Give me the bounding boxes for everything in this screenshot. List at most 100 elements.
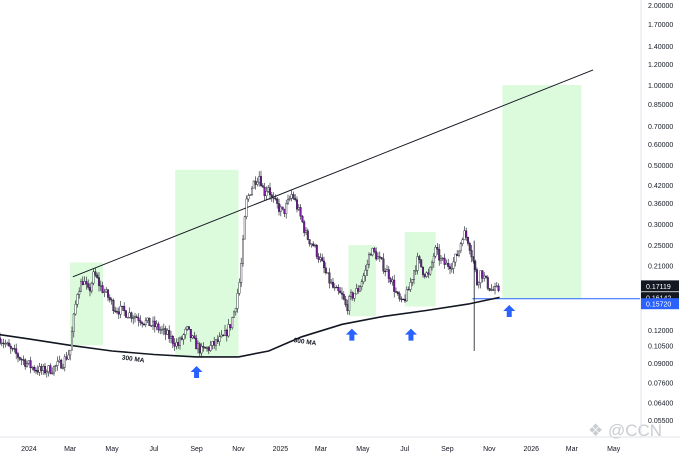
y-tick-label: 0.25000 [648,243,673,250]
candle-up [366,264,369,271]
candle-up [355,288,358,295]
candle-up [69,349,72,356]
candle-up [119,305,122,315]
candle-down [157,323,160,331]
candle-down [324,267,327,273]
candle-down [306,230,309,240]
candle-up [144,320,147,325]
candle-up [214,339,217,346]
candle-down [485,275,488,278]
candle-up [247,195,250,200]
candle-up [416,256,419,271]
candle-down [137,317,140,321]
candle-up [432,255,435,263]
candle-up [90,282,93,292]
highlight-zones [70,85,582,357]
candle-down [382,258,385,272]
price-badge-label: 0.15720 [646,302,671,309]
up-arrow-icon [345,328,358,341]
candle-up [186,326,189,330]
candle-up [92,271,95,284]
candle-up [359,286,362,292]
watermark: ❖ @CCN [588,421,662,440]
highlight-zone-3 [348,245,376,317]
candle-down [142,323,145,325]
candle-down [281,206,284,210]
candle-up [105,289,108,293]
x-tick-label: 2026 [523,446,539,453]
x-tick-label: 2024 [21,446,37,453]
candle-up [151,320,154,326]
watermark-text: ❖ @CCN [588,421,662,440]
candle-up [368,254,371,265]
candle-down [198,343,201,354]
candle-up [458,250,461,256]
candle-up [314,244,317,247]
candle-down [396,291,399,294]
candle-down [312,243,315,247]
candle-down [357,288,360,292]
candle-up [182,334,185,340]
candle-down [110,299,113,301]
candle-up [45,371,48,374]
candle-up [209,345,212,351]
candle-up [459,243,462,252]
candle-up [6,342,9,344]
candle-up [211,341,214,346]
candle-up [72,313,75,332]
x-tick-label: Jul [149,446,158,453]
y-tick-label: 0.70000 [648,124,673,131]
candle-up [227,324,230,337]
candle-up [495,285,498,287]
price-axis[interactable]: 2.00000 1.70000 1.40000 1.20000 1.00000 0.850… [640,0,673,437]
candle-down [263,187,266,196]
candle-up [434,247,437,257]
x-tick-label: May [607,446,621,453]
candles [0,170,500,378]
candle-down [468,243,471,251]
candle-down [269,187,272,196]
candle-up [353,293,356,299]
up-arrows [190,305,516,378]
candle-up [74,303,77,315]
candle-up [178,337,181,346]
candle-up [350,292,353,297]
candle-down [35,370,38,372]
candle-up [454,253,457,263]
candle-down [60,359,63,369]
candle-down [65,356,68,360]
ma-300-label: 300 MA [293,337,317,347]
y-tick-label: 2.00000 [648,3,673,10]
candle-down [33,366,36,371]
candle-up [429,266,432,275]
candle-up [479,270,482,284]
candle-down [474,260,477,270]
candle-up [54,365,57,367]
x-tick-label: Jul [400,446,409,453]
candle-down [2,342,5,345]
candle-up [162,328,165,330]
candle-down [470,250,473,258]
candle-down [17,353,20,358]
candle-up [232,311,235,318]
candle-down [29,360,32,369]
candle-down [335,286,338,289]
candle-down [296,199,299,210]
candle-down [20,358,23,361]
candle-down [492,289,495,291]
candle-down [229,324,232,328]
candle-down [301,215,304,223]
candle-up [288,198,291,200]
x-tick-label: May [105,446,119,453]
candle-down [369,254,372,256]
y-tick-label: 1.20000 [648,62,673,69]
candle-down [387,269,390,279]
candle-up [166,330,169,335]
candle-down [213,341,216,346]
candle-up [191,335,194,339]
candle-down [173,343,176,347]
time-axis[interactable]: 2024 Mar May Jul Sep Nov 2025 Mar May Jul Sep Nov 20… [0,436,680,453]
